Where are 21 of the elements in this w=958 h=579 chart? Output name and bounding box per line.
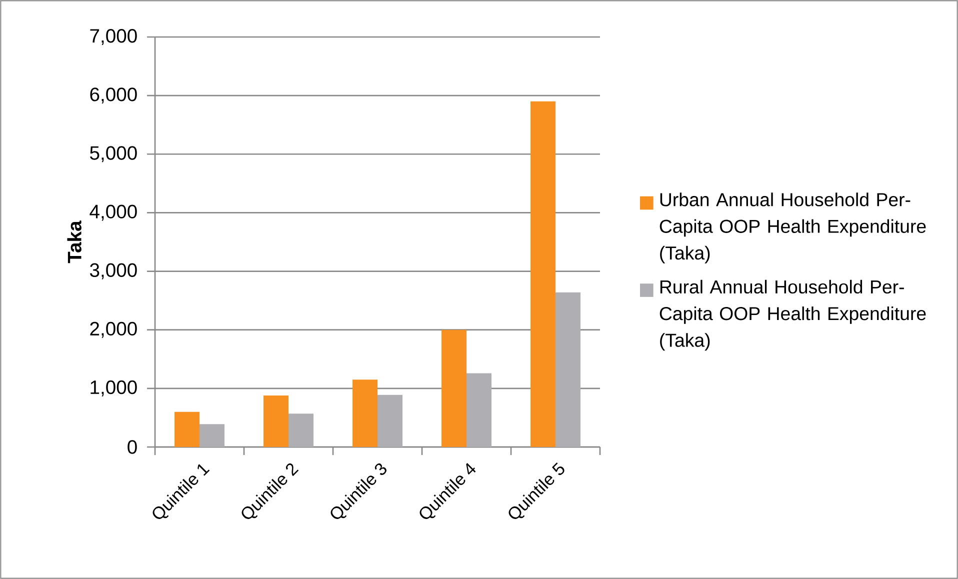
bar xyxy=(352,380,378,447)
legend-label: Rural Annual Household Per-Capita OOP Health Expenditure (Taka) xyxy=(660,280,926,351)
bar xyxy=(530,101,556,447)
legend-label: Urban Annual Household Per-Capita OOP Health Expenditure (Taka) xyxy=(660,192,926,264)
bar xyxy=(200,424,225,447)
bar xyxy=(288,414,314,447)
y-tick-label: 3,000 xyxy=(90,263,137,280)
bar xyxy=(264,395,289,447)
y-axis-title: Taka xyxy=(67,220,82,264)
bar xyxy=(442,330,466,447)
y-tick-label: 5,000 xyxy=(90,146,137,162)
y-tick-label: 6,000 xyxy=(90,88,137,104)
bar xyxy=(466,373,492,447)
y-tick-label: 7,000 xyxy=(90,29,137,45)
bar xyxy=(555,292,580,447)
bar xyxy=(174,412,200,447)
bar xyxy=(378,394,403,447)
y-tick-label: 1,000 xyxy=(90,380,137,396)
y-tick-label: 4,000 xyxy=(90,204,137,221)
y-tick-label: 2,000 xyxy=(90,322,137,338)
y-tick-label: 0 xyxy=(128,440,137,454)
